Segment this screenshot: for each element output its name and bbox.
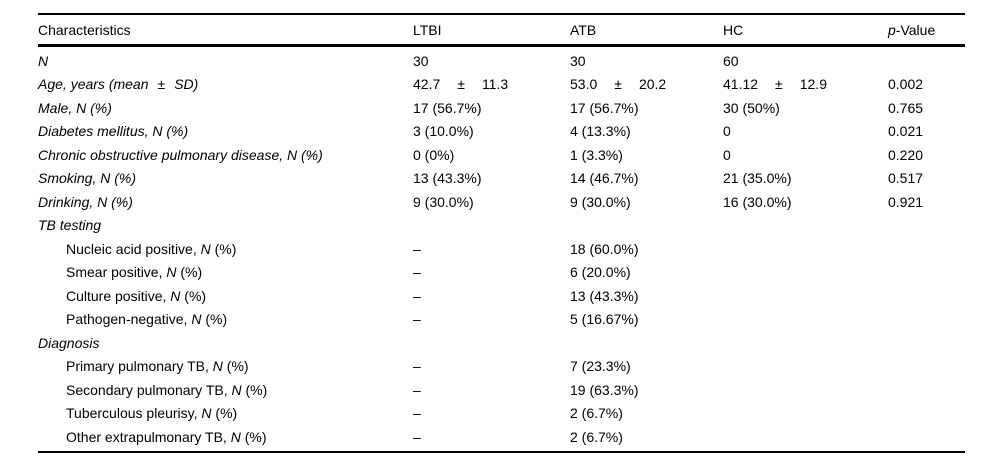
cell-hc: 16 (30.0%) [723,193,792,210]
plus-minus-sign: ± [457,76,465,93]
cell-hc: 41.12 ±12.9 [723,76,827,93]
table-header-row: Characteristics LTBI ATB HC p-Value [38,13,965,47]
cell-ltbi: 9 (30.0%) [413,193,474,210]
cell-atb: 2 (6.7%) [570,428,623,445]
cell-ltbi: 3 (10.0%) [413,123,474,140]
plus-minus-sign: ± [614,76,622,93]
cell-ltbi: 0 (0%) [413,146,455,163]
cell-pvalue: 0.002 [888,76,924,93]
row-label: Smear positive, N (%) [66,264,203,281]
row-label: Chronic obstructive pulmonary disease, N… [38,146,323,163]
table-row: Tuberculous pleurisy, N (%) – 2 (6.7%) [38,402,965,426]
cell-ltbi: – [413,264,421,281]
table-row: Diabetes mellitus, N (%) 3 (10.0%) 4 (13.3… [38,120,965,144]
column-header-characteristics: Characteristics [38,21,131,38]
row-label: Diagnosis [38,334,100,351]
cell-atb: 6 (20.0%) [570,264,631,281]
column-header-atb: ATB [570,21,597,38]
row-label: Nucleic acid positive, N (%) [66,240,237,257]
cell-pvalue: 0.517 [888,170,924,187]
cell-atb: 14 (46.7%) [570,170,639,187]
table-body: N 30 30 60 Age, years (mean ± SD) 42.7 ±11.3 53.0… [38,47,965,453]
cell-ltbi: – [413,381,421,398]
cell-pvalue: 0.921 [888,193,924,210]
cell-atb: 17 (56.7%) [570,99,639,116]
cell-hc: 60 [723,52,739,69]
cell-pvalue: 0.220 [888,146,924,163]
group-header-row: TB testing [38,214,965,238]
row-label: Tuberculous pleurisy, N (%) [66,405,238,422]
table-row: Chronic obstructive pulmonary disease, N… [38,143,965,167]
row-label: TB testing [38,217,102,234]
column-header-hc: HC [723,21,744,38]
cell-hc: 21 (35.0%) [723,170,792,187]
cell-atb: 13 (43.3%) [570,287,639,304]
row-label: Drinking, N (%) [38,193,133,210]
cell-atb: 53.0 ±20.2 [570,76,667,93]
cell-hc: 0 [723,146,731,163]
cell-ltbi: – [413,311,421,328]
table-row: N 30 30 60 [38,49,965,73]
table-row: Nucleic acid positive, N (%) – 18 (60.0%) [38,237,965,261]
cell-ltbi: – [413,405,421,422]
table-row: Smear positive, N (%) – 6 (20.0%) [38,261,965,285]
row-label: Age, years (mean ± SD) [38,76,199,93]
cell-pvalue: 0.765 [888,99,924,116]
cell-ltbi: – [413,287,421,304]
cell-hc: 0 [723,123,731,140]
table-row: Primary pulmonary TB, N (%) – 7 (23.3%) [38,355,965,379]
group-header-row: Diagnosis [38,331,965,355]
row-label: N [38,52,49,69]
cell-atb: 19 (63.3%) [570,381,639,398]
row-label: Pathogen-negative, N (%) [66,311,228,328]
row-label: Male, N (%) [38,99,112,116]
cell-ltbi: 13 (43.3%) [413,170,482,187]
cell-pvalue: 0.021 [888,123,924,140]
row-label: Primary pulmonary TB, N (%) [66,358,249,375]
column-header-ltbi: LTBI [413,21,442,38]
table-row: Drinking, N (%) 9 (30.0%) 9 (30.0%) 16 (30.… [38,190,965,214]
table-row: Age, years (mean ± SD) 42.7 ±11.3 53.0 ±20.2 41… [38,73,965,97]
table-row: Other extrapulmonary TB, N (%) – 2 (6.7%) [38,425,965,449]
plus-minus-sign: ± [157,76,166,93]
cell-atb: 7 (23.3%) [570,358,631,375]
row-label: Diabetes mellitus, N (%) [38,123,189,140]
cell-ltbi: – [413,428,421,445]
table-row: Culture positive, N (%) – 13 (43.3%) [38,284,965,308]
cell-atb: 2 (6.7%) [570,405,623,422]
cell-atb: 18 (60.0%) [570,240,639,257]
plus-minus-sign: ± [775,76,783,93]
cell-atb: 9 (30.0%) [570,193,631,210]
table-row: Male, N (%) 17 (56.7%) 17 (56.7%) 30 (50%) 0… [38,96,965,120]
row-label: Culture positive, N (%) [66,287,207,304]
row-label: Other extrapulmonary TB, N (%) [66,428,267,445]
characteristics-table: Characteristics LTBI ATB HC p-Value N 30 30 60 A… [38,13,965,453]
table-row: Pathogen-negative, N (%) – 5 (16.67%) [38,308,965,332]
column-header-p-value: p-Value [888,21,936,38]
cell-atb: 5 (16.67%) [570,311,639,328]
cell-ltbi: – [413,358,421,375]
cell-ltbi: 30 [413,52,429,69]
cell-hc: 30 (50%) [723,99,780,116]
table-row: Secondary pulmonary TB, N (%) – 19 (63.3%) [38,378,965,402]
row-label: Secondary pulmonary TB, N (%) [66,381,268,398]
cell-ltbi: 17 (56.7%) [413,99,482,116]
cell-ltbi: 42.7 ±11.3 [413,76,509,93]
cell-ltbi: – [413,240,421,257]
row-label: Smoking, N (%) [38,170,137,187]
table-row: Smoking, N (%) 13 (43.3%) 14 (46.7%) 21 (35… [38,167,965,191]
cell-atb: 30 [570,52,586,69]
cell-atb: 1 (3.3%) [570,146,623,163]
cell-atb: 4 (13.3%) [570,123,631,140]
